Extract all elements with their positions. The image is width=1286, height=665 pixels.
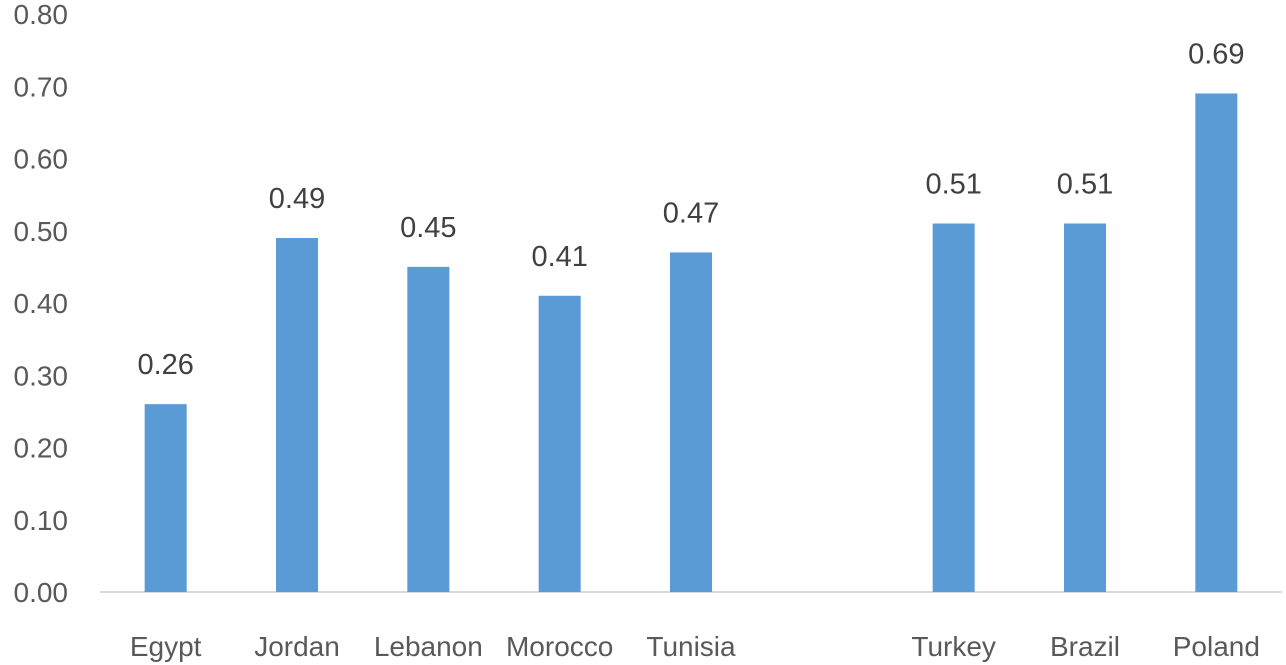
data-label-lebanon: 0.45 — [400, 212, 456, 244]
x-category-label: Lebanon — [374, 631, 483, 662]
y-tick-label: 0.10 — [14, 505, 69, 536]
x-category-label: Jordan — [254, 631, 340, 662]
bar-morocco — [538, 295, 581, 592]
x-category-label: Egypt — [130, 631, 202, 662]
data-label-poland: 0.69 — [1188, 38, 1244, 70]
y-tick-label: 0.00 — [14, 577, 69, 608]
y-tick-label: 0.60 — [14, 144, 69, 175]
data-label-egypt: 0.26 — [137, 349, 193, 381]
y-tick-label: 0.30 — [14, 360, 69, 391]
bar-egypt — [144, 404, 187, 592]
y-tick-label: 0.40 — [14, 288, 69, 319]
bar-turkey — [932, 223, 975, 592]
bars — [144, 93, 1238, 593]
y-axis-ticks: 0.00 0.10 0.20 0.30 0.40 0.50 0.60 0.70 0.80 — [14, 0, 69, 608]
data-label-morocco: 0.41 — [531, 241, 587, 273]
bar-poland — [1195, 93, 1238, 592]
category-labels: Egypt Jordan Lebanon Morocco Tunisia Turkey Br… — [130, 631, 1260, 662]
data-label-tunisia: 0.47 — [663, 197, 719, 229]
data-labels: 0.26 0.49 0.45 0.41 0.47 0.51 0.51 0.69 — [137, 38, 1244, 381]
data-label-brazil: 0.51 — [1057, 169, 1113, 201]
bar-lebanon — [407, 266, 450, 592]
bar-tunisia — [669, 252, 713, 593]
x-category-label: Tunisia — [646, 631, 736, 662]
data-label-jordan: 0.49 — [269, 183, 325, 215]
x-category-label: Morocco — [506, 631, 613, 662]
y-tick-label: 0.70 — [14, 71, 69, 102]
bar-brazil — [1063, 223, 1107, 592]
bar-jordan — [275, 237, 319, 592]
x-category-label: Poland — [1173, 631, 1260, 662]
data-label-turkey: 0.51 — [925, 169, 981, 201]
y-tick-label: 0.80 — [14, 0, 69, 30]
x-category-label: Turkey — [911, 631, 996, 662]
y-tick-label: 0.50 — [14, 216, 69, 247]
x-category-label: Brazil — [1050, 631, 1120, 662]
y-tick-label: 0.20 — [14, 433, 69, 464]
